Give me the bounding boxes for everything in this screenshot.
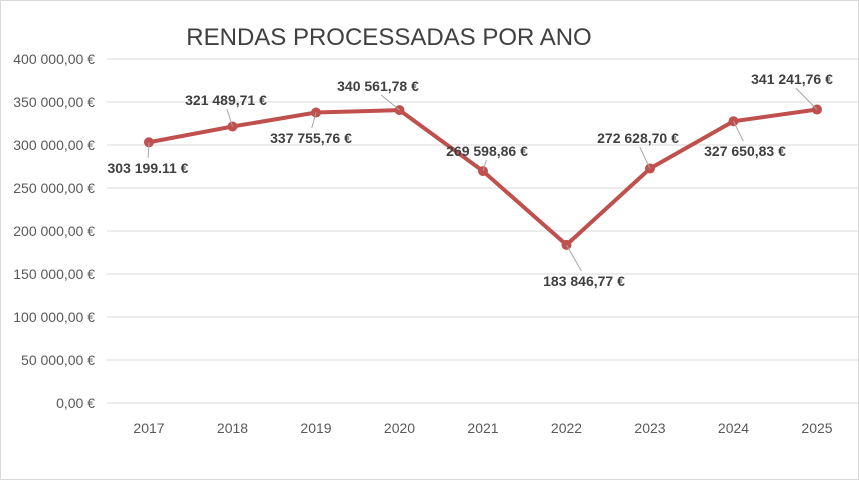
y-tick-label: 250 000,00 € [13,180,95,196]
leader-line [566,244,582,272]
leader-line [147,142,150,159]
data-label: 269 598,86 € [446,143,528,159]
y-tick-label: 100 000,00 € [13,309,95,325]
data-label: 321 489,71 € [185,92,267,108]
y-tick-label: 50 000,00 € [21,352,95,368]
chart-title: RENDAS PROCESSADAS POR ANO [186,24,591,51]
y-tick-label: 400 000,00 € [13,51,95,67]
x-tick-label: 2025 [801,420,832,436]
x-tick-label: 2018 [217,420,248,436]
data-label: 272 628,70 € [597,130,679,146]
x-tick-label: 2020 [384,420,415,436]
series-line [147,107,819,247]
data-label: 303 199.11 € [108,160,189,176]
x-tick-label: 2022 [551,420,582,436]
x-tick-label: 2024 [718,420,749,436]
data-labels: 303 199.11 € 321 489,71 € 337 755,76 € 340 … [108,71,834,289]
y-tick-label: 200 000,00 € [13,223,95,239]
axes: 0,00 € 50 000,00 € 100 000,00 € 150 000,00 … [13,51,833,436]
data-label: 340 561,78 € [337,78,419,94]
series [144,104,822,250]
y-tick-label: 150 000,00 € [13,266,95,282]
data-point [227,121,238,132]
y-tick-label: 350 000,00 € [13,94,95,110]
leader-line [482,159,487,172]
data-label: 337 755,76 € [270,130,352,146]
leader-line [795,87,818,110]
x-tick-label: 2021 [467,420,498,436]
gridlines [107,58,859,404]
leader-line [311,112,317,129]
leader-line [226,108,233,127]
y-tick-label: 300 000,00 € [13,137,95,153]
data-label: 327 650,83 € [704,143,786,159]
x-tick-label: 2019 [300,420,331,436]
y-tick-label: 0,00 € [56,395,95,411]
data-label: 183 846,77 € [543,273,625,289]
leader-line [639,146,651,169]
leader-line [380,94,400,111]
x-tick-label: 2023 [634,420,665,436]
data-label: 341 241,76 € [751,71,833,87]
leader-line [733,120,744,142]
x-tick-label: 2017 [133,420,164,436]
